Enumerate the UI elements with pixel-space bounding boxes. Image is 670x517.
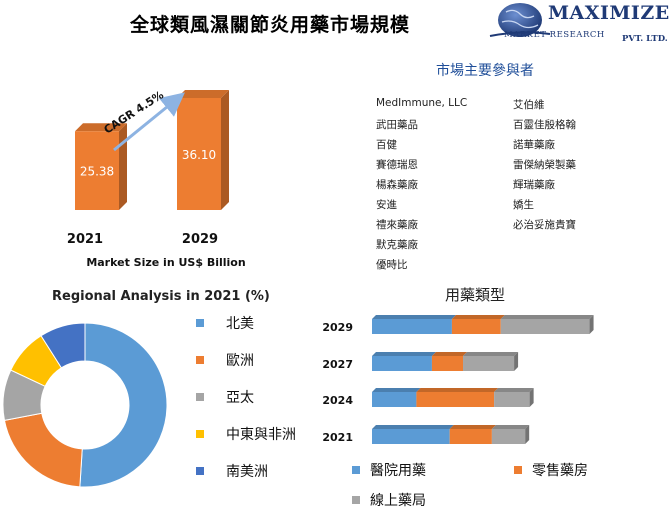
type-bar-segment <box>500 319 590 334</box>
type-bar-segment <box>372 392 417 407</box>
legend-swatch <box>196 319 204 327</box>
legend-swatch <box>352 466 360 474</box>
type-bar-segment <box>491 429 526 444</box>
brand-suffix: PVT. LTD. <box>622 34 668 44</box>
player-name: MedImmune, LLC <box>376 97 468 109</box>
legend-label: 零售藥房 <box>532 463 588 479</box>
type-bar-segment <box>372 429 450 444</box>
legend-label: 醫院用藥 <box>370 463 426 479</box>
player-name: 輝瑞藥廠 <box>513 179 555 191</box>
type-year-label: 2029 <box>322 321 353 334</box>
market-size-year-label: 2021 <box>67 232 103 247</box>
type-bar-segment <box>449 429 492 444</box>
type-bar-side <box>525 425 530 444</box>
cagr-arrow <box>113 92 185 152</box>
type-year-label: 2024 <box>322 394 353 407</box>
market-size-bar-top <box>75 123 127 132</box>
player-name: 雷傑納榮製藥 <box>513 159 576 171</box>
market-size-value-label: 25.38 <box>80 165 114 179</box>
legend-label: 北美 <box>226 316 254 332</box>
type-bar-top <box>431 352 468 356</box>
type-bar-side <box>589 315 594 334</box>
brand-subtitle: MARKET RESEARCH <box>504 30 605 40</box>
donut-slice <box>79 322 168 488</box>
type-bar-top <box>463 352 519 356</box>
legend-label: 歐洲 <box>226 353 254 369</box>
players-title: 市場主要參與者 <box>436 63 534 79</box>
player-name: 嬌生 <box>513 199 534 211</box>
type-bar-top <box>372 425 454 429</box>
type-bar-top <box>372 352 436 356</box>
type-bar-top <box>451 315 505 319</box>
type-bar-chart: 2029 2027 2024 2021 <box>322 315 594 444</box>
type-bar-segment <box>431 356 464 371</box>
legend-label: 南美洲 <box>226 464 268 480</box>
player-name: 百靈佳殷格翰 <box>513 119 576 131</box>
type-bar-top <box>491 425 530 429</box>
player-name: 百健 <box>376 139 397 151</box>
type-bar-top <box>416 388 499 392</box>
player-name: 安進 <box>376 199 397 211</box>
legend-label: 亞太 <box>226 390 254 406</box>
type-bar-side <box>514 352 519 371</box>
type-bar-top <box>494 388 534 392</box>
globe-logo-icon <box>489 3 551 37</box>
legend-swatch <box>196 467 204 475</box>
market-size-chart: 25.38 36.10 CAGR 4.5% 2021 2029 Market Si… <box>67 88 246 269</box>
cagr-label: CAGR 4.5% <box>102 88 166 136</box>
player-name: 楊森藥廠 <box>376 179 418 191</box>
donut-slice <box>40 322 86 369</box>
type-bar-top <box>372 388 421 392</box>
market-size-value-label: 36.10 <box>182 148 216 162</box>
type-year-label: 2021 <box>322 431 353 444</box>
type-year-label: 2027 <box>322 358 353 371</box>
legend-swatch <box>196 393 204 401</box>
market-size-bar-side <box>221 90 229 210</box>
player-name: 賽德瑞恩 <box>376 159 418 171</box>
donut-slice <box>3 412 83 488</box>
legend-swatch <box>352 496 360 504</box>
legend-label: 中東與非洲 <box>226 427 296 443</box>
type-bar-segment <box>372 319 452 334</box>
market-size-year-label: 2029 <box>182 232 218 247</box>
type-chart-title: 用藥類型 <box>445 286 506 304</box>
page-title: 全球類風濕關節炎用藥市場規模 <box>130 14 411 36</box>
legend-label: 線上藥局 <box>370 493 426 509</box>
legend-swatch <box>196 356 204 364</box>
type-bar-side <box>529 388 534 407</box>
type-bar-top <box>449 425 496 429</box>
legend-swatch <box>514 466 522 474</box>
regional-donut-chart <box>2 322 168 488</box>
type-bar-top <box>500 315 594 319</box>
type-bar-segment <box>451 319 501 334</box>
market-size-bar-side <box>119 123 127 210</box>
player-name: 必治妥施貴寶 <box>513 219 576 231</box>
type-bar-segment <box>416 392 495 407</box>
brand-name: MAXIMIZE <box>548 2 670 24</box>
market-size-bar <box>75 131 119 210</box>
regional-title: Regional Analysis in 2021 (%) <box>52 289 270 304</box>
market-size-axis-label: Market Size in US$ Billion <box>86 256 245 269</box>
type-bar-top <box>372 315 456 319</box>
player-name: 默克藥廠 <box>376 239 418 251</box>
player-name: 諾華藥廠 <box>513 139 555 151</box>
player-name: 武田藥品 <box>376 119 418 131</box>
player-name: 艾伯維 <box>513 99 545 111</box>
type-bar-segment <box>463 356 515 371</box>
market-size-bar-top <box>177 90 229 98</box>
player-name: 禮來藥廠 <box>376 219 418 231</box>
legend-swatch <box>196 430 204 438</box>
player-name: 優時比 <box>376 259 408 271</box>
type-bar-segment <box>372 356 432 371</box>
type-bar-segment <box>494 392 530 407</box>
